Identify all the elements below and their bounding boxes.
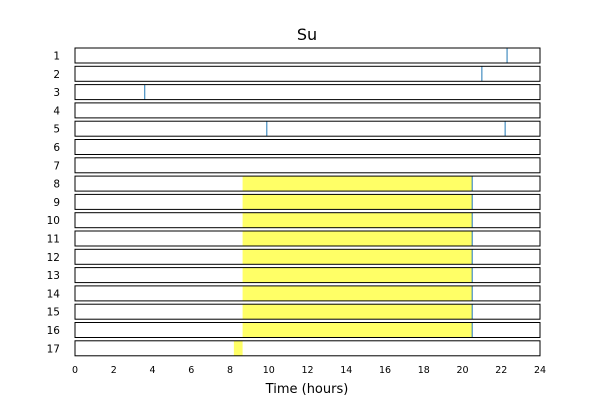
row-frame bbox=[74, 157, 541, 174]
active-span bbox=[242, 176, 473, 192]
row-label: 17 bbox=[47, 343, 60, 355]
x-tick-label: 6 bbox=[188, 365, 194, 376]
row-label: 1 bbox=[53, 51, 60, 63]
x-tick-label: 24 bbox=[534, 365, 546, 376]
active-span bbox=[242, 267, 473, 283]
active-span bbox=[242, 194, 473, 210]
row-frame bbox=[74, 340, 541, 357]
x-tick-label: 22 bbox=[495, 365, 507, 376]
row-label: 9 bbox=[53, 197, 60, 209]
row-frame bbox=[74, 175, 541, 192]
x-tick-label: 14 bbox=[340, 365, 352, 376]
row-label: 12 bbox=[47, 252, 60, 264]
x-tick-label: 10 bbox=[263, 365, 275, 376]
row-frame bbox=[74, 248, 541, 265]
row-frame bbox=[74, 84, 541, 101]
row-4: 4 bbox=[53, 102, 541, 119]
row-16: 16 bbox=[47, 322, 541, 338]
row-frame bbox=[74, 193, 541, 210]
active-span bbox=[242, 231, 473, 246]
active-span bbox=[242, 212, 473, 228]
row-label: 13 bbox=[47, 270, 60, 282]
row-frame bbox=[74, 212, 541, 229]
chart-title: Su bbox=[297, 25, 317, 44]
row-label: 7 bbox=[53, 160, 60, 172]
active-span bbox=[242, 322, 473, 338]
row-frame bbox=[74, 102, 541, 119]
row-frame bbox=[74, 120, 541, 137]
row-frame bbox=[74, 285, 541, 302]
row-label: 3 bbox=[53, 87, 60, 99]
row-8: 8 bbox=[53, 175, 541, 192]
row-label: 4 bbox=[53, 105, 60, 117]
row-10: 10 bbox=[47, 212, 541, 229]
x-tick-label: 18 bbox=[418, 365, 430, 376]
row-label: 15 bbox=[47, 307, 60, 319]
row-2: 2 bbox=[53, 65, 541, 82]
row-frame bbox=[74, 230, 541, 247]
row-13: 13 bbox=[47, 267, 541, 284]
row-label: 10 bbox=[47, 215, 60, 227]
row-frame bbox=[74, 322, 541, 338]
x-tick-label: 4 bbox=[149, 365, 155, 376]
row-14: 14 bbox=[47, 285, 541, 302]
row-12: 12 bbox=[47, 248, 541, 265]
row-label: 8 bbox=[53, 179, 60, 191]
x-tick-label: 0 bbox=[72, 365, 78, 376]
row-frame bbox=[74, 65, 541, 82]
x-tick-label: 2 bbox=[111, 365, 117, 376]
row-label: 16 bbox=[47, 325, 61, 337]
row-11: 11 bbox=[47, 230, 541, 247]
active-span bbox=[242, 285, 473, 301]
row-label: 14 bbox=[47, 288, 61, 300]
row-15: 15 bbox=[47, 303, 541, 320]
row-3: 3 bbox=[53, 84, 541, 101]
row-label: 5 bbox=[53, 124, 60, 136]
x-axis-label: Time (hours) bbox=[265, 382, 349, 397]
x-axis-ticks: 0 2 4 6 8 10 12 14 16 18 20 22 24 bbox=[72, 365, 546, 376]
x-tick-label: 20 bbox=[456, 365, 468, 376]
row-5: 5 bbox=[53, 120, 541, 137]
row-label: 2 bbox=[53, 69, 60, 81]
active-span bbox=[242, 249, 473, 265]
row-9: 9 bbox=[53, 193, 541, 210]
row-17: 17 bbox=[47, 340, 541, 357]
x-tick-label: 12 bbox=[301, 365, 313, 376]
active-span bbox=[233, 340, 243, 356]
row-frame bbox=[74, 303, 541, 320]
row-frame bbox=[74, 47, 541, 64]
x-tick-label: 16 bbox=[379, 365, 391, 376]
row-frame bbox=[74, 139, 541, 155]
active-span bbox=[242, 304, 473, 320]
row-label: 6 bbox=[53, 142, 60, 154]
x-tick-label: 8 bbox=[227, 365, 233, 376]
row-frame bbox=[74, 267, 541, 284]
row-1: 1 bbox=[53, 47, 541, 64]
row-7: 7 bbox=[53, 157, 541, 174]
row-6: 6 bbox=[53, 139, 541, 155]
row-label: 11 bbox=[47, 234, 60, 246]
